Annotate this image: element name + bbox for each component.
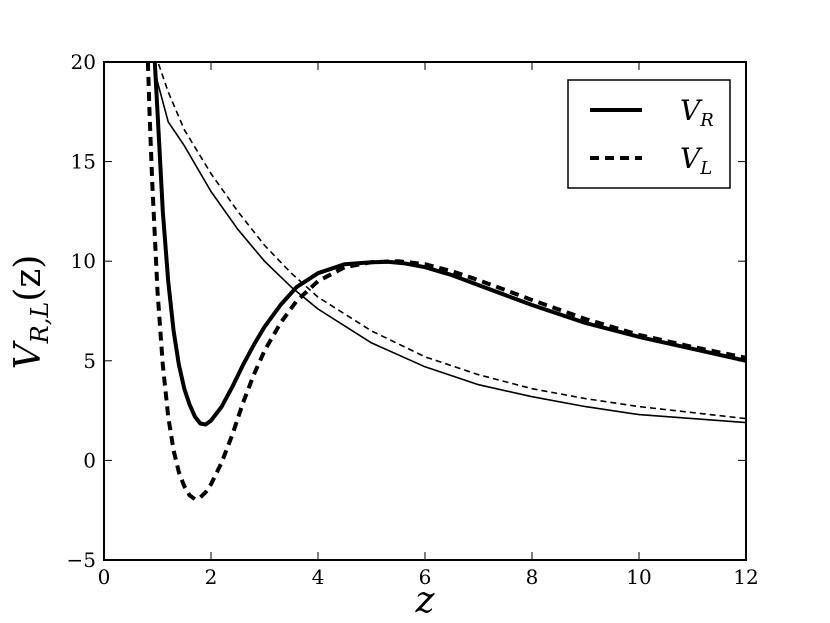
legend: VR VL xyxy=(567,79,731,189)
series-line-1 xyxy=(145,62,746,502)
legend-label-vr-main: V xyxy=(680,94,703,127)
series-line-2 xyxy=(155,73,746,424)
series-line-0 xyxy=(152,62,746,427)
x-tick-label: 12 xyxy=(733,565,758,589)
x-tick-label: 8 xyxy=(526,565,539,589)
legend-label-vl: VL xyxy=(680,142,712,179)
y-tick-label: 15 xyxy=(71,150,96,174)
series-layer xyxy=(145,62,746,502)
y-axis-title-sub: R,L xyxy=(26,302,54,345)
y-tick-label: 0 xyxy=(83,448,96,472)
x-tick-label: 0 xyxy=(98,565,111,589)
y-axis-title: VR,L(z) xyxy=(8,255,54,370)
svg-text:VR,L(z): VR,L(z) xyxy=(8,255,54,370)
legend-box xyxy=(567,79,731,189)
y-tick-label: −5 xyxy=(67,548,96,572)
y-axis-title-main: V xyxy=(8,339,49,369)
legend-label-vr: VR xyxy=(680,94,714,131)
series-line-3 xyxy=(157,63,746,420)
y-tick-label: 5 xyxy=(83,349,96,373)
legend-label-vl-sub: L xyxy=(699,158,712,179)
legend-label-vr-sub: R xyxy=(699,110,714,131)
x-tick-label: 6 xyxy=(419,565,432,589)
x-tick-label: 10 xyxy=(626,565,651,589)
legend-label-vl-main: V xyxy=(680,142,703,175)
y-tick-label: 10 xyxy=(71,249,96,273)
x-tick-label: 4 xyxy=(312,565,325,589)
x-tick-label: 2 xyxy=(205,565,218,589)
y-axis-title-arg: (z) xyxy=(8,255,49,302)
x-axis-title: z xyxy=(415,580,436,621)
y-tick-label: 20 xyxy=(71,50,96,74)
